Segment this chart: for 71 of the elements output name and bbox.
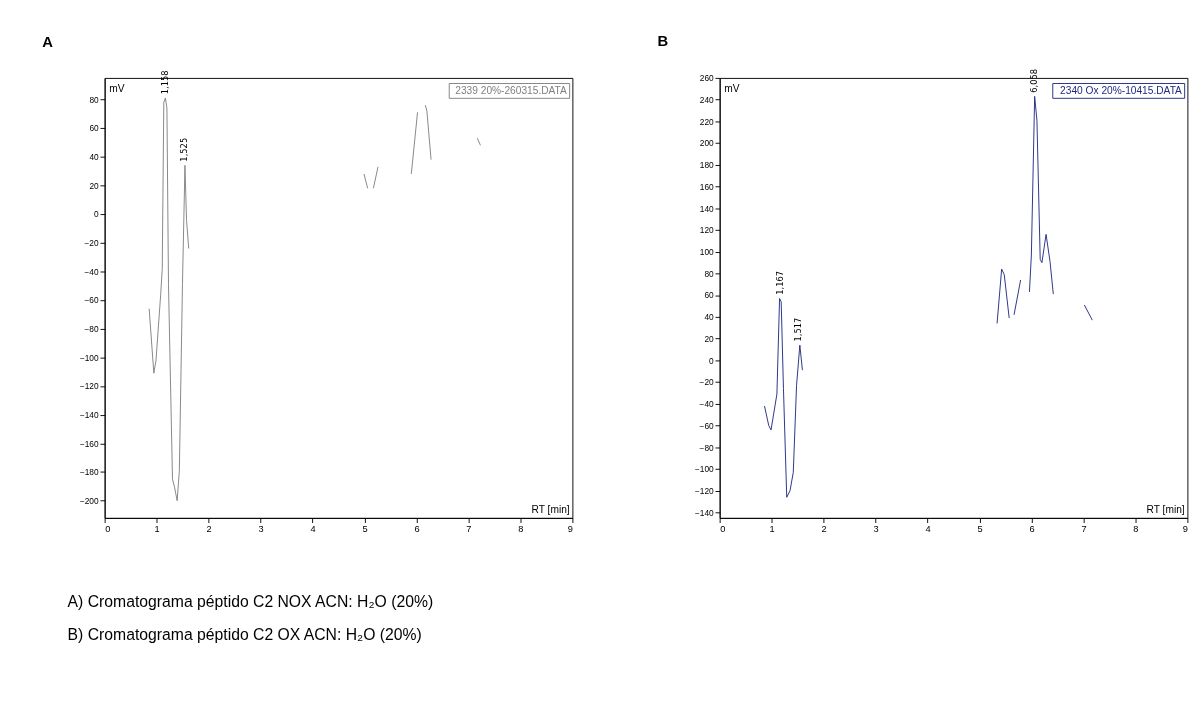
x-tick-label: 6 [414,524,420,535]
x-tick-label: 8 [1133,524,1139,535]
x-tick-label: 8 [518,524,524,535]
y-tick-label: −20 [84,238,99,248]
y-tick-label: 100 [699,247,715,257]
x-tick-label: 2 [206,524,212,535]
annotation: 1,517 [793,317,804,342]
y-tick-label: −160 [79,438,100,449]
y-tick-label: −60 [699,420,715,431]
y-axis-title: mV [724,82,740,94]
y-tick-label: 180 [699,160,715,171]
y-tick-label: 140 [699,203,715,214]
y-tick-label: −80 [84,323,99,334]
y-tick-label: 260 [699,73,715,84]
y-tick-label: −200 [79,495,100,506]
y-axis-title: mV [109,82,125,94]
y-tick-label: 40 [89,152,100,163]
x-tick-label: 4 [925,524,931,535]
x-tick-label: 3 [873,524,879,535]
x-tick-label: 1 [154,524,160,535]
x-tick-label: 4 [310,524,316,535]
y-tick-label: −100 [79,352,100,363]
x-tick-label: 5 [977,524,983,535]
text: 2340 Ox 20%-10415.DATA [1060,84,1183,96]
x-tick-label: 3 [258,524,264,535]
annotation: 1,167 [775,270,786,295]
y-tick-label: −40 [84,266,99,277]
y-tick-label: 0 [709,355,715,366]
y-tick-label: −140 [79,409,100,420]
x-tick-label: 1 [769,524,775,535]
y-tick-label: −80 [699,442,715,453]
y-tick-label: −120 [79,381,100,392]
y-tick-label: −60 [84,295,99,306]
y-tick-label: 80 [89,94,100,105]
x-tick-label: 0 [105,524,111,535]
x-tick-label: 9 [1182,524,1188,535]
x-tick-label: 9 [567,524,573,535]
x-axis-title: RT [min] [1146,504,1185,516]
text: B) Cromatograma péptido C2 OX ACN: H₂O (20%) [67,625,422,643]
y-tick-label: 160 [699,181,715,192]
x-tick-label: 7 [466,524,472,535]
y-tick-label: 20 [89,180,100,191]
x-tick-label: 7 [1081,524,1087,535]
y-tick-label: −140 [694,507,715,518]
y-tick-label: 20 [704,333,715,344]
x-tick-label: 6 [1029,524,1035,535]
chart-title: B [657,32,669,49]
y-tick-label: 200 [699,138,715,149]
y-tick-label: −100 [694,464,715,475]
x-tick-label: 5 [362,524,368,535]
y-tick-label: 120 [699,225,715,236]
annotation: 1,158 [159,70,170,95]
y-tick-label: 60 [89,123,100,134]
x-axis-title: RT [min] [531,504,570,516]
y-tick-label: 0 [94,209,99,220]
annotation: 1,525 [178,137,189,162]
x-tick-label: 0 [720,524,726,535]
y-tick-label: −120 [694,486,715,496]
y-tick-label: 40 [704,312,715,323]
y-tick-label: −40 [699,399,715,410]
y-tick-label: −20 [699,377,715,388]
text: A) Cromatograma péptido C2 NOX ACN: H₂O (20%) [67,593,434,611]
y-tick-label: 240 [699,94,715,105]
y-tick-label: −180 [79,467,100,478]
x-tick-label: 2 [821,524,827,535]
chart-title: A [42,34,54,51]
annotation: 6,058 [1029,68,1040,93]
y-tick-label: 80 [704,268,715,279]
y-tick-label: 60 [704,290,715,301]
text: 2339 20%-260315.DATA [455,84,568,96]
y-tick-label: 220 [699,116,715,127]
